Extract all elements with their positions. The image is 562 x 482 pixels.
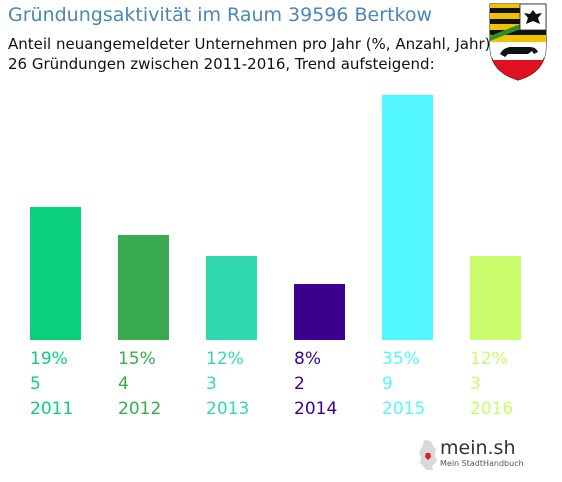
bar-2014	[294, 284, 345, 340]
count-label-2014: 2	[294, 374, 305, 394]
germany-map-icon	[419, 440, 437, 470]
year-label-2012: 2012	[118, 399, 161, 419]
count-label-2016: 3	[470, 374, 481, 394]
brand-name: mein.sh	[440, 437, 516, 459]
chart-subtitle: Anteil neuangemeldeter Unternehmen pro J…	[8, 35, 491, 53]
bar-2013	[206, 256, 257, 340]
bar-2016	[470, 256, 521, 340]
saxony-anhalt-coat-of-arms-icon	[489, 3, 547, 81]
chart-title: Gründungsaktivität im Raum 39596 Bertkow	[8, 4, 433, 26]
count-label-2012: 4	[118, 374, 129, 394]
count-label-2013: 3	[206, 374, 217, 394]
percent-label-2011: 19%	[30, 349, 68, 369]
percent-label-2013: 12%	[206, 349, 244, 369]
percent-label-2016: 12%	[470, 349, 508, 369]
bar-2011	[30, 207, 81, 340]
brand-tagline: Mein StadtHandbuch	[440, 459, 524, 468]
bar-2012	[118, 235, 169, 340]
year-label-2015: 2015	[382, 399, 425, 419]
year-label-2014: 2014	[294, 399, 337, 419]
percent-label-2015: 35%	[382, 349, 420, 369]
percent-label-2012: 15%	[118, 349, 156, 369]
percent-label-2014: 8%	[294, 349, 321, 369]
year-label-2013: 2013	[206, 399, 249, 419]
count-label-2015: 9	[382, 374, 393, 394]
brand-logo: mein.sh Mein StadtHandbuch	[418, 433, 528, 477]
year-label-2016: 2016	[470, 399, 513, 419]
chart-summary: 26 Gründungen zwischen 2011-2016, Trend …	[8, 55, 435, 73]
count-label-2011: 5	[30, 374, 41, 394]
year-label-2011: 2011	[30, 399, 73, 419]
bar-2015	[382, 95, 433, 340]
